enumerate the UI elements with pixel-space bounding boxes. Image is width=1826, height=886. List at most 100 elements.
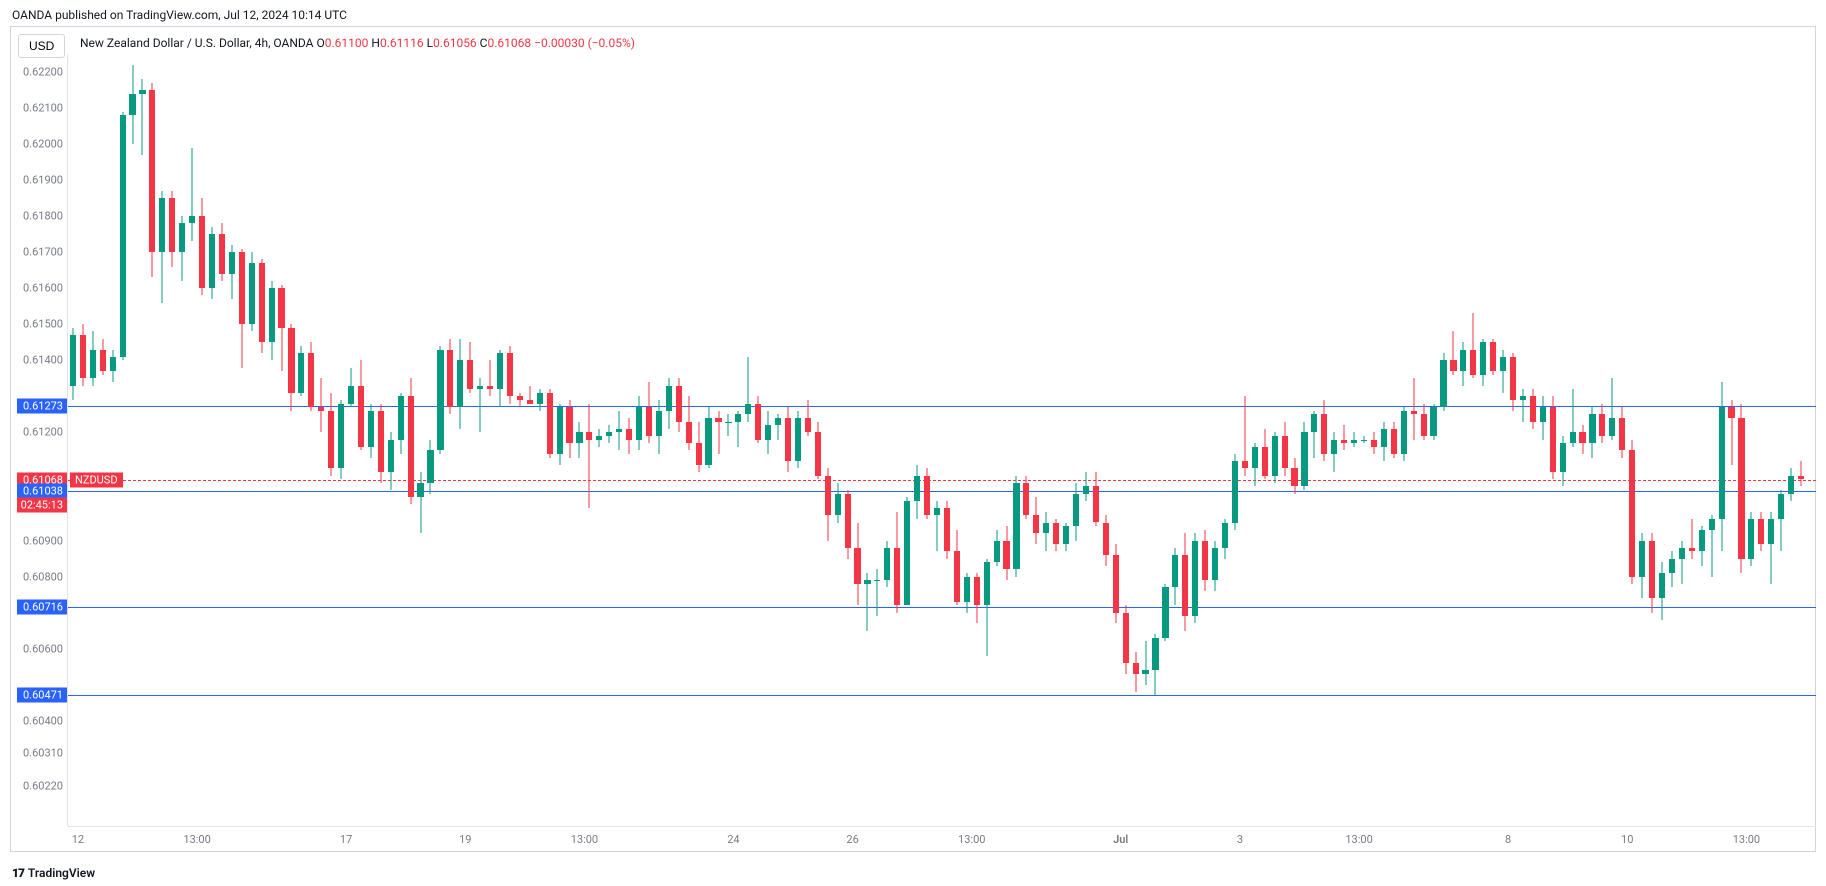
candle[interactable] — [954, 54, 960, 826]
candle[interactable] — [715, 54, 721, 826]
candle[interactable] — [90, 54, 96, 826]
candle[interactable] — [318, 54, 324, 826]
candle[interactable] — [1371, 54, 1377, 826]
candle[interactable] — [517, 54, 523, 826]
candle[interactable] — [1142, 54, 1148, 826]
candle[interactable] — [1758, 54, 1764, 826]
candle[interactable] — [656, 54, 662, 826]
candle[interactable] — [1013, 54, 1019, 826]
candle[interactable] — [805, 54, 811, 826]
candle[interactable] — [854, 54, 860, 826]
candle[interactable] — [1570, 54, 1576, 826]
candle[interactable] — [1063, 54, 1069, 826]
candle[interactable] — [606, 54, 612, 826]
candle[interactable] — [1083, 54, 1089, 826]
candle[interactable] — [1440, 54, 1446, 826]
candle[interactable] — [835, 54, 841, 826]
candle[interactable] — [1123, 54, 1129, 826]
candle[interactable] — [616, 54, 622, 826]
candle[interactable] — [1212, 54, 1218, 826]
candle[interactable] — [884, 54, 890, 826]
candle[interactable] — [120, 54, 126, 826]
candle[interactable] — [1788, 54, 1794, 826]
candle[interactable] — [1619, 54, 1625, 826]
candle[interactable] — [1530, 54, 1536, 826]
candle[interactable] — [497, 54, 503, 826]
candle[interactable] — [1679, 54, 1685, 826]
candle[interactable] — [249, 54, 255, 826]
candle[interactable] — [139, 54, 145, 826]
candle[interactable] — [1768, 54, 1774, 826]
candle[interactable] — [1599, 54, 1605, 826]
candle[interactable] — [1719, 54, 1725, 826]
candle[interactable] — [1401, 54, 1407, 826]
candle[interactable] — [1043, 54, 1049, 826]
candle[interactable] — [1689, 54, 1695, 826]
candle[interactable] — [1282, 54, 1288, 826]
candle[interactable] — [437, 54, 443, 826]
candle[interactable] — [994, 54, 1000, 826]
candle[interactable] — [596, 54, 602, 826]
candle[interactable] — [1172, 54, 1178, 826]
candle[interactable] — [110, 54, 116, 826]
candle[interactable] — [576, 54, 582, 826]
candle[interactable] — [80, 54, 86, 826]
candle[interactable] — [1113, 54, 1119, 826]
candle[interactable] — [378, 54, 384, 826]
candle[interactable] — [169, 54, 175, 826]
candle[interactable] — [1669, 54, 1675, 826]
candle[interactable] — [328, 54, 334, 826]
candle[interactable] — [1311, 54, 1317, 826]
candle[interactable] — [914, 54, 920, 826]
candle[interactable] — [1053, 54, 1059, 826]
candle[interactable] — [547, 54, 553, 826]
chart-area[interactable]: NZDUSD — [68, 54, 1816, 826]
candle[interactable] — [874, 54, 880, 826]
candle[interactable] — [70, 54, 76, 826]
candle[interactable] — [1500, 54, 1506, 826]
candle[interactable] — [765, 54, 771, 826]
candle[interactable] — [1589, 54, 1595, 826]
candle[interactable] — [278, 54, 284, 826]
candle[interactable] — [1351, 54, 1357, 826]
candle[interactable] — [1490, 54, 1496, 826]
candle[interactable] — [1133, 54, 1139, 826]
candle[interactable] — [1093, 54, 1099, 826]
candle[interactable] — [1778, 54, 1784, 826]
candle[interactable] — [666, 54, 672, 826]
candle[interactable] — [298, 54, 304, 826]
candle[interactable] — [1291, 54, 1297, 826]
candle[interactable] — [149, 54, 155, 826]
candle[interactable] — [1699, 54, 1705, 826]
candle[interactable] — [457, 54, 463, 826]
candle[interactable] — [775, 54, 781, 826]
candle[interactable] — [1162, 54, 1168, 826]
candle[interactable] — [1748, 54, 1754, 826]
candle[interactable] — [1391, 54, 1397, 826]
candle[interactable] — [894, 54, 900, 826]
candle[interactable] — [1103, 54, 1109, 826]
candle[interactable] — [864, 54, 870, 826]
candle[interactable] — [626, 54, 632, 826]
candle[interactable] — [388, 54, 394, 826]
candle[interactable] — [209, 54, 215, 826]
candle[interactable] — [1361, 54, 1367, 826]
candle[interactable] — [447, 54, 453, 826]
candle[interactable] — [537, 54, 543, 826]
candle[interactable] — [1579, 54, 1585, 826]
candle[interactable] — [239, 54, 245, 826]
candle[interactable] — [1460, 54, 1466, 826]
candle[interactable] — [348, 54, 354, 826]
candle[interactable] — [1033, 54, 1039, 826]
candle[interactable] — [1798, 54, 1804, 826]
candle[interactable] — [1202, 54, 1208, 826]
candle[interactable] — [1738, 54, 1744, 826]
candle[interactable] — [417, 54, 423, 826]
candle[interactable] — [1222, 54, 1228, 826]
candle[interactable] — [1073, 54, 1079, 826]
candle[interactable] — [477, 54, 483, 826]
candle[interactable] — [705, 54, 711, 826]
candle[interactable] — [755, 54, 761, 826]
tradingview-logo[interactable]: 17 TradingView — [12, 866, 95, 880]
candle[interactable] — [229, 54, 235, 826]
